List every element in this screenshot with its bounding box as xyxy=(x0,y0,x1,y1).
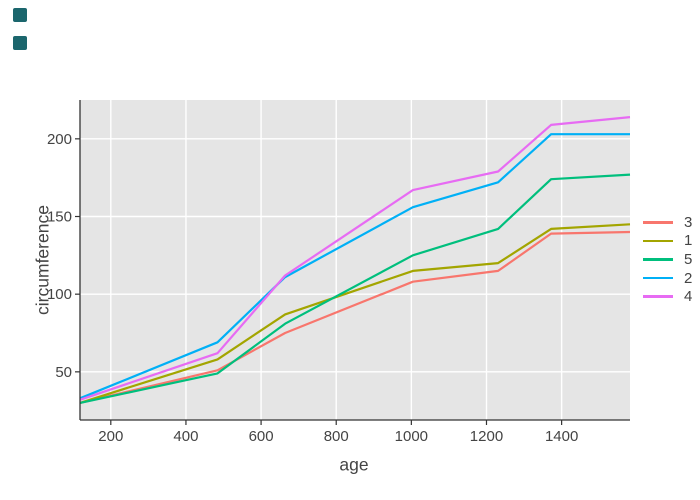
legend-item-tree-5[interactable]: 5 xyxy=(643,250,692,269)
svg-text:1400: 1400 xyxy=(545,428,578,445)
legend-item-tree-4[interactable]: 4 xyxy=(643,287,692,306)
svg-text:200: 200 xyxy=(47,131,72,148)
legend: 3 1 5 2 4 xyxy=(643,213,692,306)
legend-item-label: 5 xyxy=(684,250,693,268)
legend-item-tree-2[interactable]: 2 xyxy=(643,269,692,288)
svg-text:150: 150 xyxy=(47,209,72,226)
logo xyxy=(13,8,27,64)
svg-text:800: 800 xyxy=(324,428,349,445)
legend-item-tree-3[interactable]: 3 xyxy=(643,213,692,232)
x-axis-title: age xyxy=(339,454,369,475)
svg-text:100: 100 xyxy=(47,286,72,303)
svg-text:600: 600 xyxy=(249,428,274,445)
legend-item-label: 3 xyxy=(684,213,693,231)
legend-line-swatch xyxy=(643,239,673,243)
legend-item-label: 2 xyxy=(684,269,693,287)
legend-item-label: 1 xyxy=(684,232,693,250)
logo-square-bottom-icon xyxy=(13,36,27,50)
legend-item-tree-1[interactable]: 1 xyxy=(643,232,692,251)
svg-text:200: 200 xyxy=(98,428,123,445)
legend-line-swatch xyxy=(643,276,673,280)
svg-text:1000: 1000 xyxy=(395,428,428,445)
y-axis-title: circumference xyxy=(32,205,53,315)
svg-text:400: 400 xyxy=(173,428,198,445)
legend-item-label: 4 xyxy=(684,288,693,306)
legend-line-swatch xyxy=(643,221,673,224)
logo-square-top-icon xyxy=(13,8,27,22)
svg-text:1200: 1200 xyxy=(470,428,503,445)
legend-line-swatch xyxy=(643,258,673,261)
legend-line-swatch xyxy=(643,295,673,298)
svg-text:50: 50 xyxy=(55,364,72,381)
